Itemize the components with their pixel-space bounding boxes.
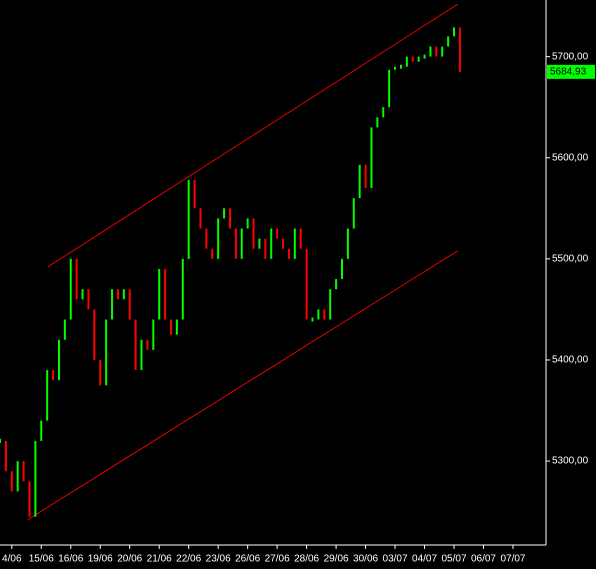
y-tick-label: 5300,00 [552,456,589,467]
last-price-box [547,64,595,79]
x-tick-label: 04/07 [412,554,437,565]
x-tick-label: 15/06 [29,554,54,565]
x-tick-label: 26/06 [235,554,260,565]
x-tick-label: 22/06 [176,554,201,565]
x-tick-label: 19/06 [88,554,113,565]
y-tick-label: 5700,00 [552,51,589,62]
x-tick-label: 27/06 [265,554,290,565]
y-tick-label: 5400,00 [552,355,589,366]
y-tick-label: 5500,00 [552,253,589,264]
x-tick-label: 05/07 [442,554,467,565]
x-tick-label: 30/06 [353,554,378,565]
x-tick-label: 07/07 [500,554,525,565]
x-tick-label: 06/07 [471,554,496,565]
trend-line [47,3,459,268]
x-tick-label: 16/06 [58,554,83,565]
x-tick-label: 21/06 [147,554,172,565]
x-tick-label: 20/06 [117,554,142,565]
last-price-label: 5684,93 [550,67,587,78]
x-tick-label: 03/07 [383,554,408,565]
trend-line [27,250,459,521]
x-tick-label: 4/06 [2,554,22,565]
x-tick-label: 23/06 [206,554,231,565]
x-tick-label: 28/06 [294,554,319,565]
y-tick-label: 5600,00 [552,152,589,163]
x-tick-label: 29/06 [324,554,349,565]
